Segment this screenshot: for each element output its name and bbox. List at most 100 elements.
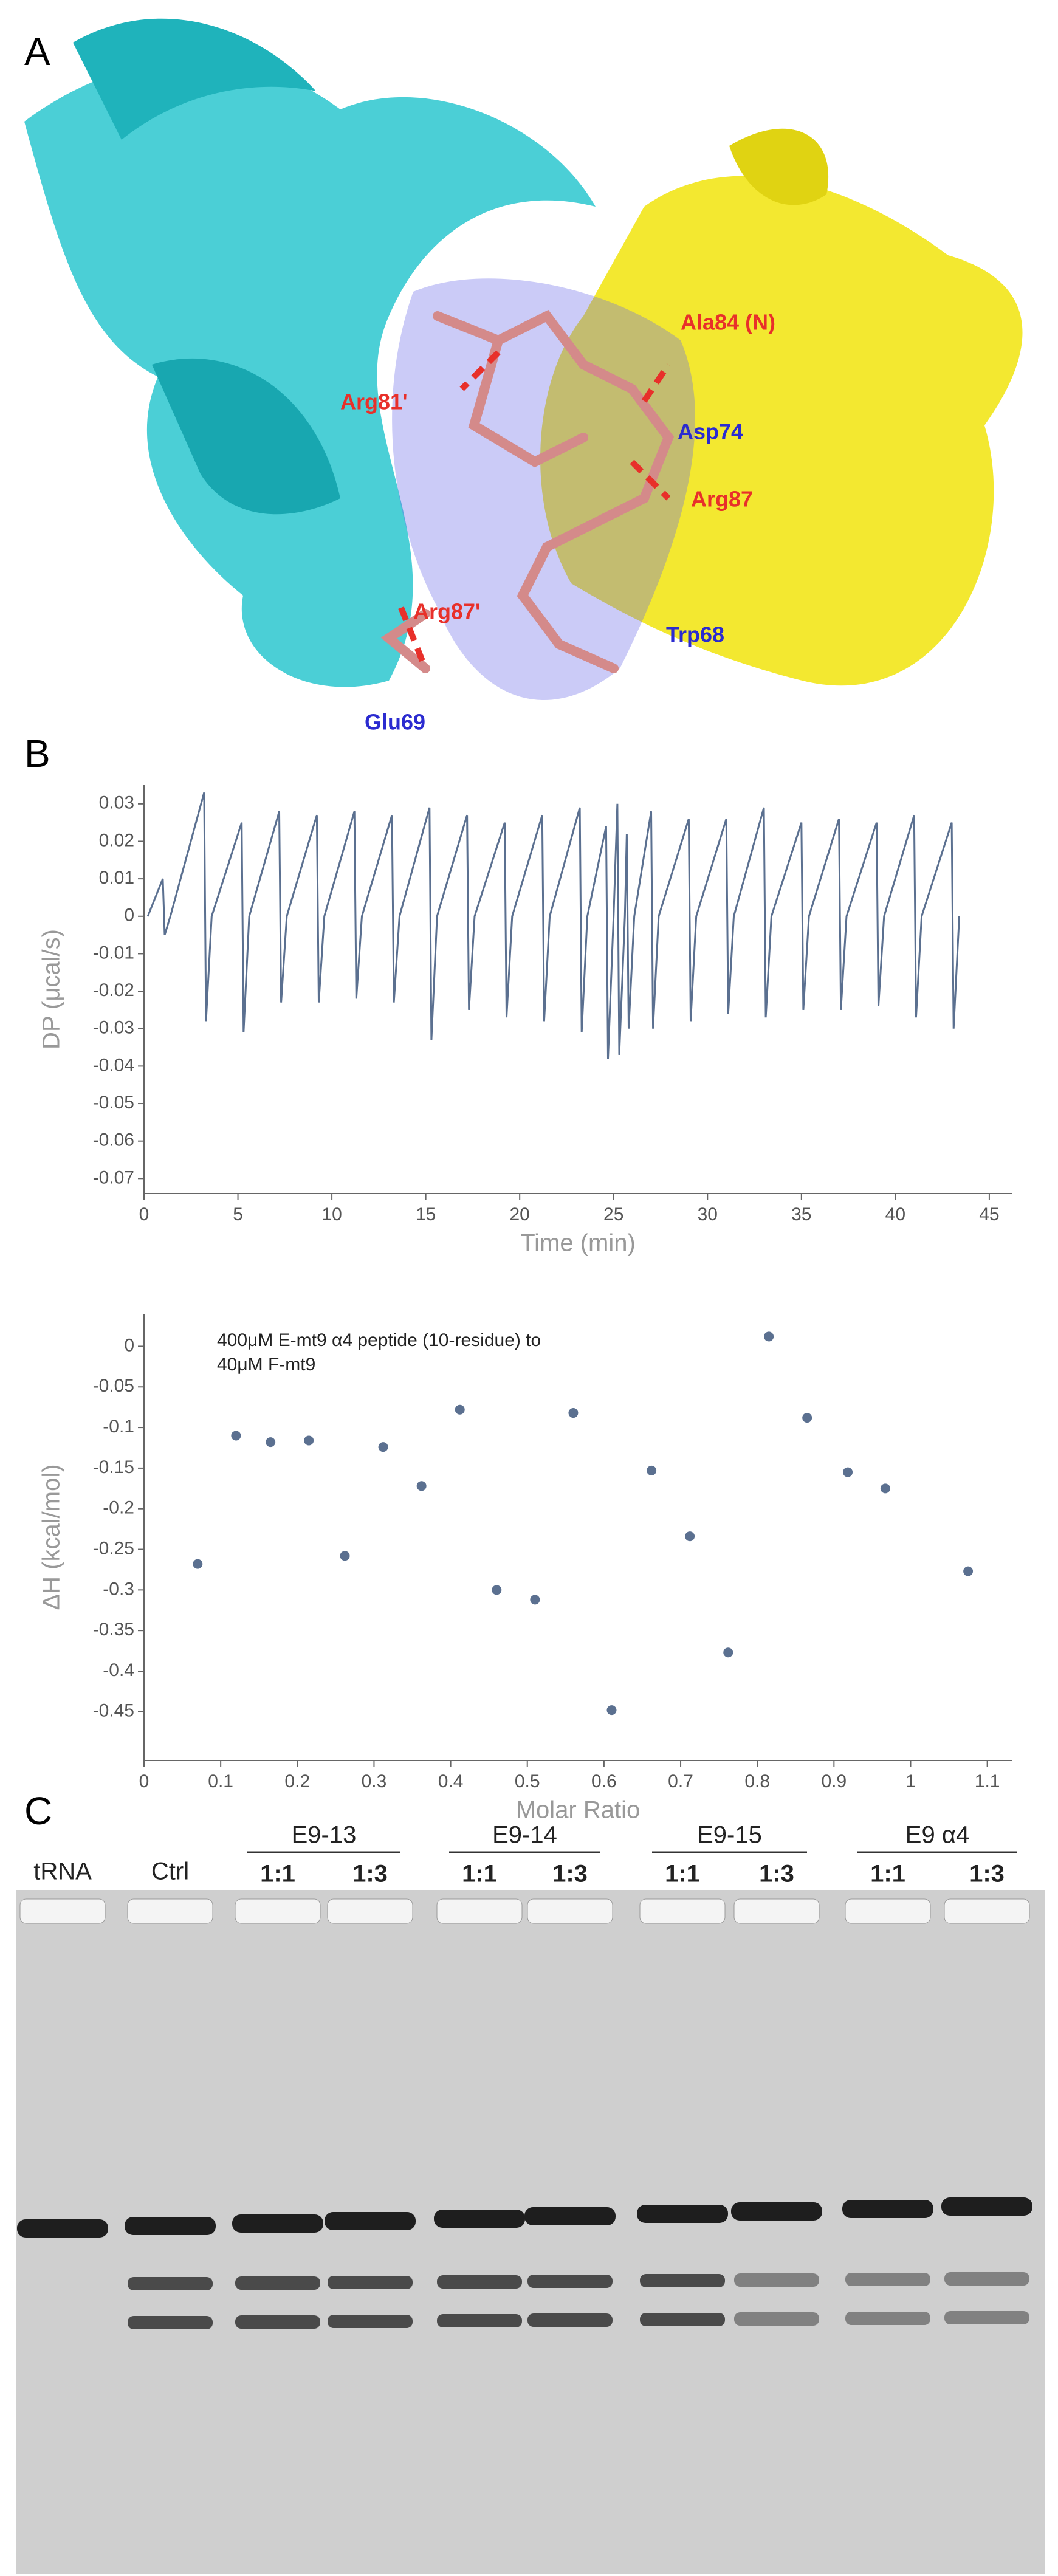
well (845, 1898, 931, 1924)
group-label: E9-14 (492, 1822, 557, 1849)
band (734, 2312, 819, 2326)
band (128, 2316, 213, 2329)
band (328, 2315, 413, 2328)
well (527, 1898, 613, 1924)
band (734, 2273, 819, 2287)
x-tick-label: 10 (321, 1204, 342, 1224)
band (235, 2315, 320, 2329)
x-tick-label: 0.6 (591, 1771, 617, 1791)
well (733, 1898, 820, 1924)
x-tick-label: 30 (698, 1204, 718, 1224)
band (944, 2272, 1029, 2286)
x-tick-label: 40 (885, 1204, 905, 1224)
band-trna (524, 2207, 616, 2225)
data-point (492, 1585, 502, 1595)
x-tick-label: 0.7 (668, 1771, 693, 1791)
y-axis-label: DP (μcal/s) (38, 929, 65, 1049)
y-tick-label: -0.45 (93, 1701, 134, 1721)
band-trna (17, 2219, 108, 2238)
data-point (764, 1331, 774, 1342)
x-tick-label: 20 (509, 1204, 529, 1224)
group-label: E9-15 (697, 1822, 762, 1849)
panel-label: A (24, 30, 50, 74)
residue-label: Asp74 (678, 419, 743, 444)
y-tick-label: -0.05 (93, 1093, 134, 1113)
well (944, 1898, 1030, 1924)
y-axis-label: ΔH (kcal/mol) (38, 1464, 65, 1610)
x-tick-label: 0.8 (744, 1771, 770, 1791)
y-tick-label: -0.25 (93, 1538, 134, 1558)
band (128, 2277, 213, 2290)
data-point (685, 1531, 695, 1542)
ratio-label: 1:1 (462, 1861, 497, 1887)
band (640, 2313, 725, 2326)
data-point (340, 1551, 350, 1561)
data-point (647, 1465, 657, 1475)
data-point (606, 1705, 617, 1716)
y-tick-label: -0.06 (93, 1130, 134, 1150)
data-point (231, 1431, 241, 1441)
well (639, 1898, 726, 1924)
annotation: 400μM E-mt9 α4 peptide (10-residue) to (217, 1330, 541, 1350)
y-tick-label: -0.4 (103, 1660, 134, 1680)
band (527, 2275, 613, 2288)
lane-label: tRNA (33, 1858, 92, 1885)
x-tick-label: 0.5 (515, 1771, 540, 1791)
y-tick-label: -0.04 (93, 1055, 134, 1075)
y-tick-label: -0.02 (93, 980, 134, 1000)
residue-label: Arg87 (691, 487, 753, 512)
x-tick-label: 15 (416, 1204, 436, 1224)
residue-label: Arg81' (340, 390, 408, 414)
group-label: E9-13 (292, 1822, 357, 1849)
y-tick-label: 0 (124, 905, 134, 926)
data-point (723, 1647, 733, 1658)
panel-label: C (24, 1789, 52, 1833)
x-tick-label: 5 (233, 1204, 243, 1224)
x-tick-label: 25 (603, 1204, 623, 1224)
y-tick-label: -0.2 (103, 1498, 134, 1518)
band-trna (434, 2210, 525, 2228)
residue-label: Glu69 (365, 710, 425, 735)
data-point (530, 1595, 540, 1605)
annotation: 40μM F-mt9 (217, 1355, 315, 1375)
band (944, 2311, 1029, 2324)
y-tick-label: -0.05 (93, 1376, 134, 1396)
band-trna (941, 2197, 1032, 2216)
band (437, 2314, 522, 2327)
x-axis-label: Molar Ratio (516, 1797, 641, 1824)
protein-structure (24, 18, 1023, 701)
y-tick-label: 0.02 (99, 830, 134, 850)
ratio-label: 1:3 (352, 1861, 388, 1887)
band (437, 2275, 522, 2289)
x-tick-label: 0 (139, 1771, 149, 1791)
residue-label: Ala84 (N) (681, 310, 775, 335)
band (527, 2313, 613, 2327)
x-tick-label: 0.9 (821, 1771, 847, 1791)
y-tick-label: -0.03 (93, 1018, 134, 1038)
x-tick-label: 0.4 (438, 1771, 464, 1791)
data-point (843, 1467, 853, 1477)
band (235, 2276, 320, 2290)
x-tick-label: 1.1 (975, 1771, 1000, 1791)
x-tick-label: 45 (979, 1204, 999, 1224)
band-trna (731, 2202, 822, 2221)
band (845, 2312, 930, 2325)
lane-label: Ctrl (151, 1858, 189, 1885)
band-trna (325, 2212, 416, 2230)
panel-label: B (24, 732, 50, 775)
band-trna (637, 2205, 728, 2223)
x-tick-label: 1 (905, 1771, 916, 1791)
y-tick-label: -0.07 (93, 1167, 134, 1187)
band (328, 2276, 413, 2289)
data-point (802, 1413, 812, 1423)
residue-label: Trp68 (666, 622, 724, 647)
ratio-label: 1:1 (260, 1861, 295, 1887)
x-tick-label: 0 (139, 1204, 149, 1224)
ratio-label: 1:3 (969, 1861, 1005, 1887)
x-tick-label: 0.1 (208, 1771, 233, 1791)
well (436, 1898, 523, 1924)
y-tick-label: -0.15 (93, 1457, 134, 1477)
data-point (378, 1442, 388, 1452)
data-point (963, 1566, 974, 1576)
well (19, 1898, 106, 1924)
